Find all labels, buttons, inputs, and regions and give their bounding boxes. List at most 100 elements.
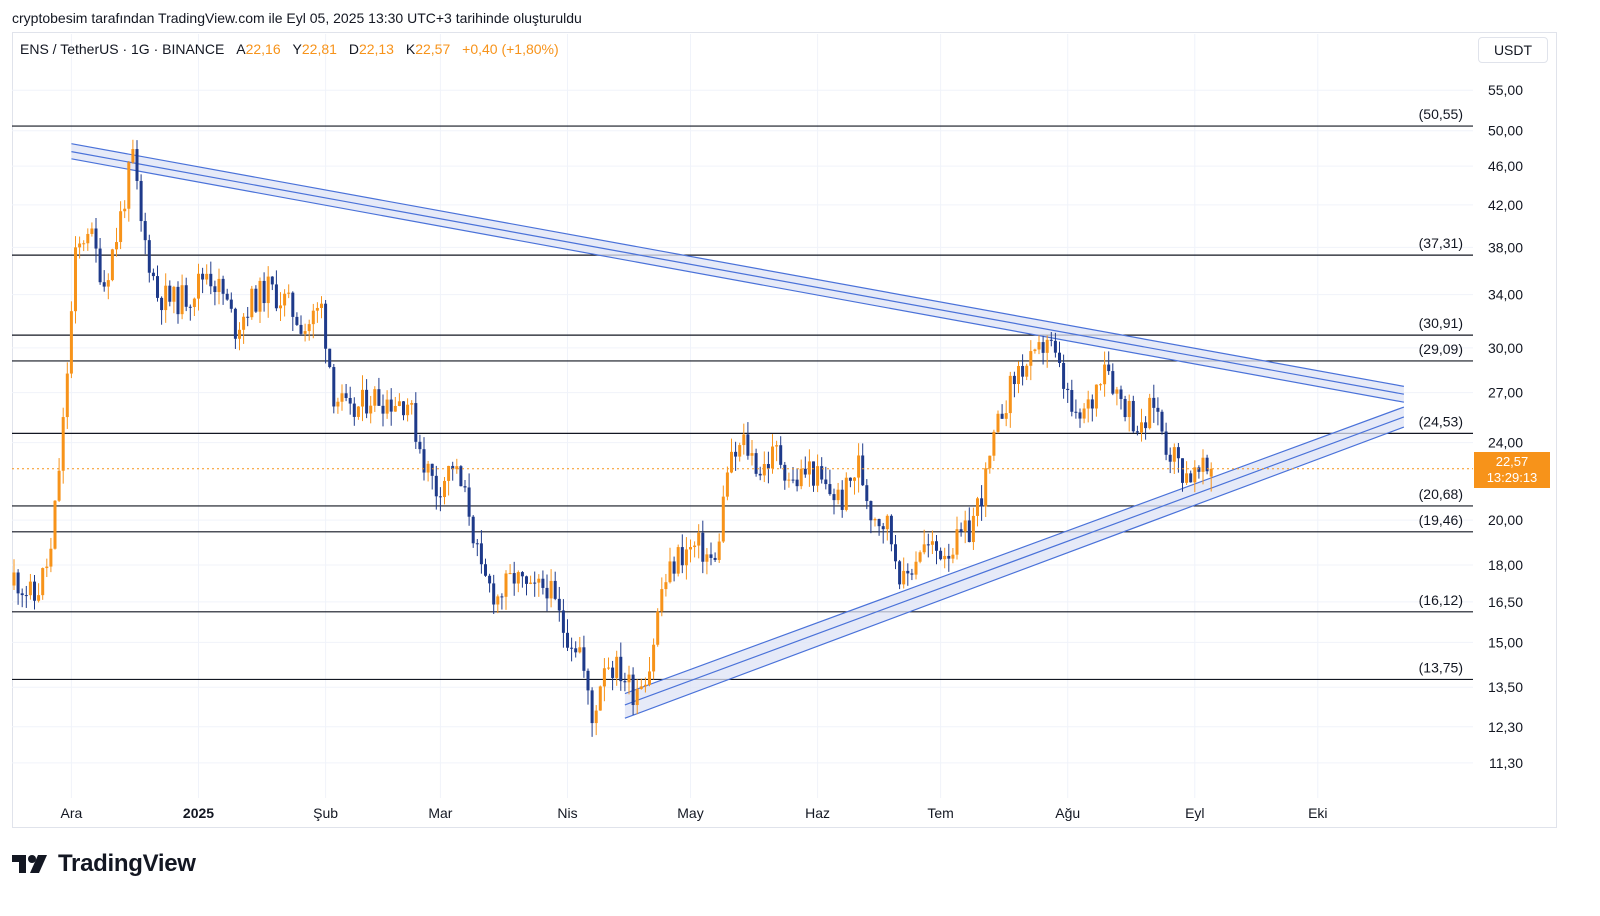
candle-body (12, 572, 16, 586)
grid (12, 34, 1473, 798)
candle-body (418, 441, 422, 450)
level-label: (29,09) (1419, 341, 1463, 357)
candle-body (549, 580, 553, 599)
candle-body (1033, 349, 1037, 352)
candle-body (229, 299, 233, 309)
candle-body (779, 445, 783, 465)
y-tick-label: 16,50 (1488, 594, 1523, 610)
level-label: (13,75) (1419, 659, 1463, 675)
candle-body (631, 674, 635, 706)
candle-body (180, 285, 184, 315)
candle-body (336, 401, 340, 407)
candle-body (955, 529, 959, 555)
candle-body (799, 468, 803, 487)
candle-body (1008, 375, 1012, 414)
candle-body (467, 487, 471, 517)
high-value: 22,81 (301, 41, 337, 57)
candle-body (65, 373, 69, 418)
candle-body (1041, 342, 1045, 353)
candle-body (1144, 422, 1148, 429)
candle-body (250, 288, 254, 318)
candle-body (1049, 339, 1053, 341)
candle-body (553, 580, 557, 599)
candle-body (504, 573, 508, 597)
y-tick-label: 20,00 (1488, 512, 1523, 528)
x-tick-label: Haz (805, 805, 830, 821)
candle-body (848, 477, 852, 481)
last-price-value: 22,57 (1495, 454, 1529, 469)
candle-body (1115, 389, 1119, 394)
candle-body (1090, 399, 1094, 409)
y-tick-label: 42,00 (1488, 197, 1523, 213)
axes: 55,00 50,00 46,00 42,00 38,00 34,00 30,00 27,00… (61, 82, 1524, 821)
candle-body (1119, 389, 1123, 399)
candle-body (721, 496, 725, 542)
candle-body (102, 282, 106, 287)
candle-body (791, 479, 795, 481)
candle-body (238, 329, 241, 339)
candle-body (1058, 352, 1061, 363)
level-label: (50,55) (1419, 106, 1463, 122)
candle-body (1111, 371, 1115, 394)
candle-body (492, 583, 496, 605)
candle-body (57, 470, 61, 501)
candle-body (16, 572, 20, 594)
candle-body (611, 667, 615, 678)
currency-selector[interactable]: USDT (1478, 37, 1548, 63)
candle-body (320, 303, 323, 308)
candle-body (865, 485, 869, 502)
candle-body (787, 479, 791, 481)
candle-body (135, 149, 139, 181)
candle-body (1078, 412, 1082, 419)
chart-caption: cryptobesim tarafından TradingView.com i… (12, 10, 582, 26)
candle-body (976, 498, 979, 516)
candle-body (930, 541, 934, 545)
candle-body (689, 547, 692, 550)
x-tick-label: Eyl (1185, 805, 1204, 821)
candle-body (205, 273, 209, 280)
candle-body (484, 564, 487, 576)
candle-body (406, 404, 410, 416)
symbol-header: ENS / TetherUS · 1G · BINANCE A22,16 Y22… (20, 41, 559, 57)
candle-body (566, 632, 569, 648)
candle-body (434, 475, 438, 497)
candle-body (980, 498, 984, 507)
trend-bands (71, 143, 1405, 719)
candle-body (1148, 397, 1152, 429)
candle-body (402, 401, 405, 416)
candle-body (771, 446, 774, 469)
candle-body (803, 468, 807, 475)
tradingview-logo[interactable]: TradingView (12, 850, 196, 878)
candle-body (344, 393, 348, 398)
candle-body (1168, 454, 1172, 462)
candle-body (33, 581, 36, 601)
candle-body (775, 445, 779, 447)
candle-body (598, 686, 602, 711)
x-tick-label: Ara (61, 805, 83, 821)
candle-body (78, 243, 82, 248)
candle-body (49, 548, 53, 567)
candle-body (918, 552, 922, 562)
candle-body (147, 240, 151, 273)
candle-body (664, 582, 668, 590)
candle-body (356, 406, 360, 417)
y-tick-label: 15,00 (1488, 634, 1523, 650)
candle-body (541, 578, 545, 588)
candle-body (299, 324, 303, 334)
candle-body (1066, 388, 1070, 391)
candle-body (943, 555, 947, 560)
candle-body (615, 656, 619, 678)
support-band-fill (624, 407, 1404, 719)
last-price-tag: 22,57 13:29:13 (1474, 452, 1550, 488)
candle-body (971, 515, 975, 543)
candle-body (348, 397, 352, 404)
resistance-trendline (71, 158, 1405, 403)
candle-body (594, 710, 598, 724)
candle-body (533, 582, 537, 584)
candle-body (926, 544, 930, 546)
candle-body (176, 286, 180, 315)
tradingview-logo-text: TradingView (58, 850, 196, 877)
candle-body (332, 367, 336, 407)
candle-body (951, 554, 955, 559)
